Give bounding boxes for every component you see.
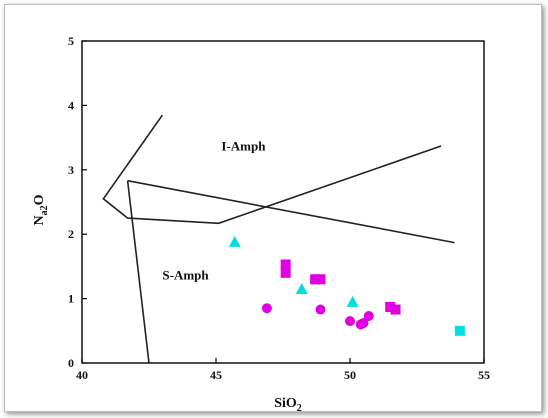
square-point [454, 325, 465, 336]
circle-point [345, 316, 355, 327]
circle-point [358, 318, 369, 329]
field-boundary-line [127, 179, 455, 244]
field-boundary-line [102, 114, 442, 225]
y-tick-label: 4 [68, 98, 74, 112]
circle-point [261, 303, 272, 314]
plot-area [81, 40, 485, 364]
x-axis-title: SiO2 [274, 396, 302, 414]
x-tick-label: 45 [210, 368, 222, 382]
circle-point [315, 304, 326, 315]
region-label: S-Amph [162, 267, 209, 282]
x-tick-label: 50 [344, 368, 356, 382]
data-points [228, 235, 465, 336]
square-point [280, 267, 291, 278]
axis-ticks [81, 40, 485, 364]
triangle-point [295, 282, 308, 294]
field-boundary-line [126, 180, 150, 364]
region-label: I-Amph [221, 138, 266, 153]
square-point [390, 304, 401, 315]
square-point [310, 274, 321, 285]
triangle-point [228, 235, 241, 247]
triangle-point [346, 295, 359, 307]
square-point [315, 274, 326, 285]
x-tick-label: 55 [478, 368, 490, 382]
square-point [280, 259, 291, 270]
circle-point [363, 310, 374, 321]
y-tick-label: 0 [68, 356, 74, 370]
boundary-lines [102, 114, 455, 364]
y-tick-label: 1 [68, 292, 74, 306]
x-tick-label: 40 [76, 368, 88, 382]
y-axis-title: Na2O [32, 194, 50, 225]
region-labels: I-Amph S-Amph [162, 138, 266, 282]
y-tick-label: 5 [68, 34, 74, 48]
square-point [385, 301, 396, 312]
y-tick-label: 3 [68, 163, 74, 177]
y-tick-label: 2 [68, 227, 74, 241]
